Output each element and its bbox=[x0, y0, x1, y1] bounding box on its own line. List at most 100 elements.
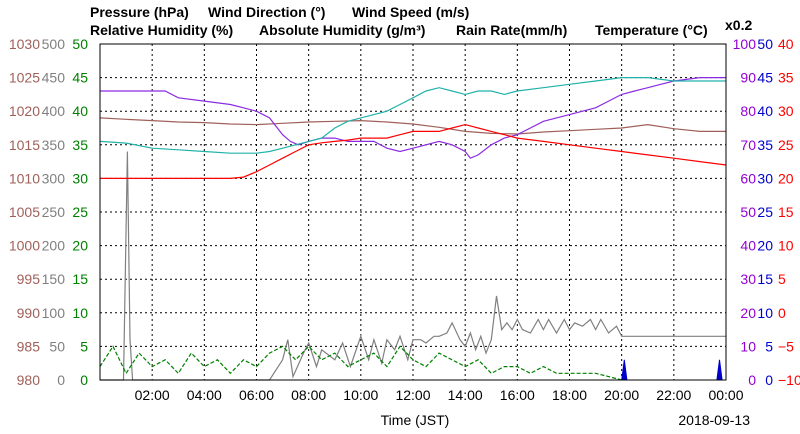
x-tick-label: 06:00 bbox=[239, 387, 274, 403]
series-relative-humidity bbox=[100, 76, 726, 159]
tick-wind_speed: 0 bbox=[80, 372, 88, 388]
tick-wind_speed: 40 bbox=[72, 103, 88, 119]
legend-rain-rate: Rain Rate(mm/h) bbox=[456, 22, 567, 38]
tick-pressure: 995 bbox=[17, 271, 41, 287]
tick-pressure: 980 bbox=[17, 372, 41, 388]
tick-wind_speed: 30 bbox=[72, 170, 88, 186]
tick-temp: −10 bbox=[778, 372, 800, 388]
x-tick-label: 00:00 bbox=[708, 387, 743, 403]
tick-temp: 35 bbox=[778, 70, 794, 86]
tick-temp: 10 bbox=[778, 238, 794, 254]
tick-rain: 10 bbox=[757, 305, 773, 321]
tick-pressure: 1005 bbox=[9, 204, 40, 220]
x-tick-label: 22:00 bbox=[656, 387, 691, 403]
tick-temp: 40 bbox=[778, 36, 794, 52]
tick-pressure: 1010 bbox=[9, 170, 40, 186]
tick-wind_speed: 10 bbox=[72, 305, 88, 321]
tick-rh: 80 bbox=[740, 103, 756, 119]
tick-rain: 30 bbox=[757, 170, 773, 186]
tick-temp: 20 bbox=[778, 170, 794, 186]
tick-wind_dir: 0 bbox=[57, 372, 65, 388]
tick-pressure: 1030 bbox=[9, 36, 40, 52]
right-axes: 1009080706050403020100504540353025201510… bbox=[733, 36, 800, 388]
tick-temp: 25 bbox=[778, 137, 794, 153]
series-pressure bbox=[99, 117, 726, 135]
tick-rh: 0 bbox=[748, 372, 756, 388]
tick-wind_dir: 400 bbox=[42, 103, 66, 119]
tick-pressure: 1015 bbox=[9, 137, 40, 153]
tick-wind_speed: 5 bbox=[80, 338, 88, 354]
series-absolute-humidity bbox=[99, 76, 726, 154]
tick-wind_dir: 300 bbox=[42, 170, 66, 186]
tick-pressure: 990 bbox=[17, 305, 41, 321]
legend-relative-humidity: Relative Humidity (%) bbox=[90, 22, 233, 38]
x-tick-label: 08:00 bbox=[291, 387, 326, 403]
x-axis-label: Time (JST) bbox=[381, 412, 450, 428]
legend-wind-speed: Wind Speed (m/s) bbox=[352, 4, 469, 20]
tick-pressure: 1020 bbox=[9, 103, 40, 119]
x-tick-label: 12:00 bbox=[395, 387, 430, 403]
tick-wind_speed: 45 bbox=[72, 70, 88, 86]
x-tick-label: 16:00 bbox=[500, 387, 535, 403]
tick-temp: 5 bbox=[778, 271, 786, 287]
tick-rh: 70 bbox=[740, 137, 756, 153]
tick-rh: 20 bbox=[740, 305, 756, 321]
tick-wind_dir: 500 bbox=[42, 36, 66, 52]
series-layer bbox=[99, 76, 727, 381]
tick-pressure: 985 bbox=[17, 338, 41, 354]
chart-date: 2018-09-13 bbox=[678, 412, 750, 428]
series-wind-speed bbox=[99, 345, 622, 381]
x-axis: 02:00 04:00 06:00 08:00 10:00 12:00 14:00 16:00… bbox=[135, 387, 744, 403]
tick-rh: 30 bbox=[740, 271, 756, 287]
tick-rain: 5 bbox=[765, 338, 773, 354]
tick-wind_speed: 20 bbox=[72, 238, 88, 254]
tick-rain: 45 bbox=[757, 70, 773, 86]
legend-temperature: Temperature (°C) bbox=[595, 22, 708, 38]
tick-rain: 15 bbox=[757, 271, 773, 287]
tick-pressure: 1000 bbox=[9, 238, 40, 254]
left-axes: 1030102510201015101010051000995990985980… bbox=[9, 36, 88, 388]
tick-rh: 10 bbox=[740, 338, 756, 354]
tick-rain: 40 bbox=[757, 103, 773, 119]
ah-scale-note: x0.2 bbox=[725, 17, 752, 33]
tick-wind_speed: 25 bbox=[72, 204, 88, 220]
tick-rh: 40 bbox=[740, 238, 756, 254]
tick-rain: 50 bbox=[757, 36, 773, 52]
legend-wind-direction: Wind Direction (°) bbox=[208, 4, 325, 20]
tick-wind_dir: 200 bbox=[42, 238, 66, 254]
legend-pressure: Pressure (hPa) bbox=[90, 4, 189, 20]
tick-rh: 100 bbox=[733, 36, 757, 52]
grid bbox=[100, 44, 726, 380]
tick-temp: 30 bbox=[778, 103, 794, 119]
tick-rain: 20 bbox=[757, 238, 773, 254]
tick-rain: 25 bbox=[757, 204, 773, 220]
tick-rh: 90 bbox=[740, 70, 756, 86]
tick-wind_dir: 50 bbox=[49, 338, 65, 354]
tick-wind_dir: 350 bbox=[42, 137, 66, 153]
x-tick-label: 20:00 bbox=[604, 387, 639, 403]
tick-wind_speed: 35 bbox=[72, 137, 88, 153]
x-tick-label: 04:00 bbox=[187, 387, 222, 403]
tick-wind_speed: 50 bbox=[72, 36, 88, 52]
series-temperature bbox=[100, 123, 727, 179]
tick-rain: 35 bbox=[757, 137, 773, 153]
x-tick-label: 02:00 bbox=[135, 387, 170, 403]
x-tick-label: 18:00 bbox=[552, 387, 587, 403]
tick-wind_dir: 450 bbox=[42, 70, 66, 86]
legend-absolute-humidity: Absolute Humidity (g/m³) bbox=[259, 22, 425, 38]
tick-temp: 0 bbox=[778, 305, 786, 321]
tick-rain: 0 bbox=[765, 372, 773, 388]
x-tick-label: 14:00 bbox=[448, 387, 483, 403]
tick-rh: 50 bbox=[740, 204, 756, 220]
tick-temp: 15 bbox=[778, 204, 794, 220]
tick-wind_dir: 250 bbox=[42, 204, 66, 220]
tick-wind_speed: 15 bbox=[72, 271, 88, 287]
tick-rh: 60 bbox=[740, 170, 756, 186]
x-tick-label: 10:00 bbox=[343, 387, 378, 403]
tick-temp: −5 bbox=[778, 338, 794, 354]
tick-wind_dir: 150 bbox=[42, 271, 66, 287]
tick-pressure: 1025 bbox=[9, 70, 40, 86]
tick-wind_dir: 100 bbox=[42, 305, 66, 321]
